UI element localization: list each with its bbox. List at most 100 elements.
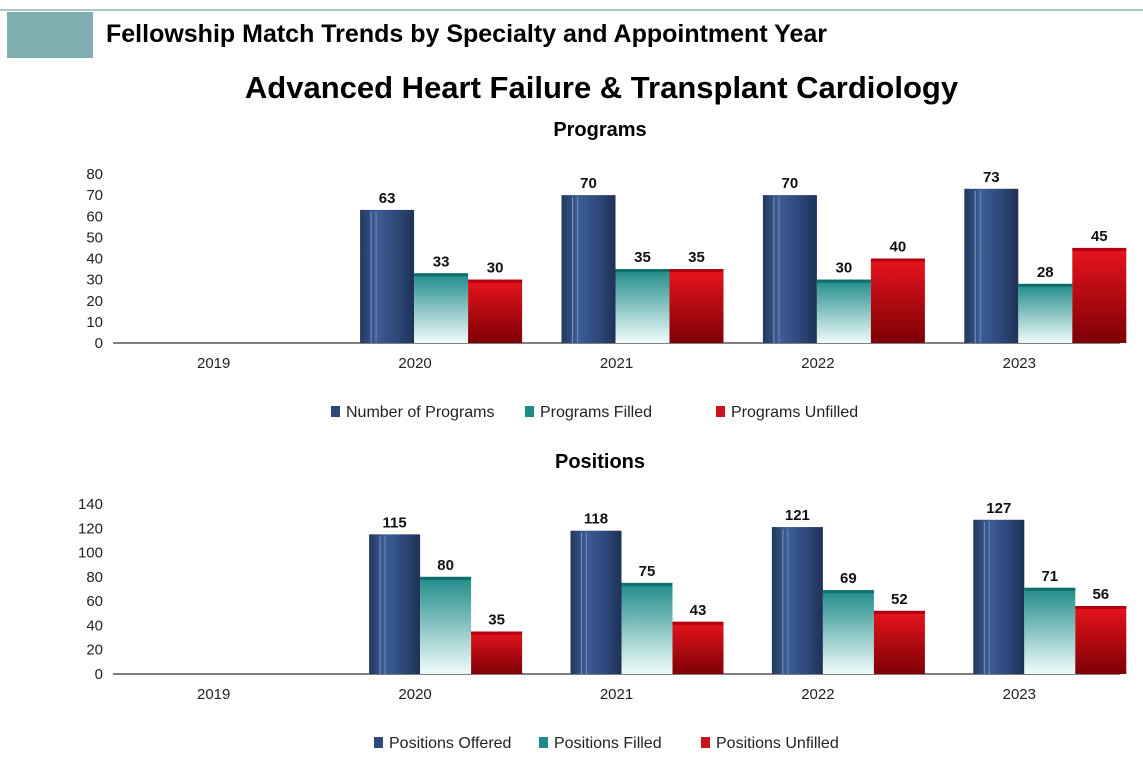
bar-top-edge: [1075, 606, 1127, 609]
bar-positions-unfilled: [873, 610, 925, 674]
bar-top-edge: [414, 273, 469, 277]
bar-top-edge: [870, 258, 925, 262]
data-label: 28: [1037, 264, 1054, 281]
legend-swatch-programs-filled: [525, 406, 534, 417]
bar-programs-unfilled: [870, 258, 925, 343]
programs-chart: Programs 0 10 20 30 40 50 60 70 80 2019 2020 63 33 30 2…: [86, 119, 1127, 421]
data-label: 35: [634, 249, 651, 266]
y-tick-label: 10: [86, 314, 103, 331]
y-tick-label: 60: [86, 208, 103, 225]
bar-top-edge: [669, 269, 724, 273]
y-tick-label: 70: [86, 187, 103, 204]
bar-top-edge: [816, 279, 871, 283]
data-label: 80: [437, 557, 454, 574]
data-label: 118: [584, 511, 608, 528]
bar-top-edge: [1024, 587, 1076, 591]
bar-top-edge: [672, 621, 724, 625]
positions-chart: Positions 0 20 40 60 80 100 120 140 2019 2020 115 80…: [78, 451, 1127, 752]
legend-label-programs-unfilled: Programs Unfilled: [731, 404, 858, 421]
data-label: 35: [488, 612, 505, 629]
legend-swatch-programs-unfilled: [716, 406, 725, 417]
bar-top-edge: [621, 582, 673, 586]
bar-positions-unfilled: [672, 621, 724, 674]
x-category-label: 2021: [600, 686, 633, 703]
bar-programs-unfilled: [1072, 247, 1127, 343]
data-label: 121: [785, 507, 810, 524]
bar-positions-filled: [420, 576, 472, 674]
bar-positions-offered: [973, 519, 1025, 674]
data-label: 35: [688, 249, 705, 266]
legend-label-positions-offered: Positions Offered: [389, 735, 511, 752]
data-label: 63: [379, 190, 396, 207]
bar-positions-unfilled: [1075, 606, 1127, 674]
y-tick-label: 80: [86, 569, 103, 586]
data-label: 71: [1041, 568, 1058, 585]
page-header-title: Fellowship Match Trends by Specialty and…: [106, 20, 827, 48]
x-category-label: 2022: [801, 686, 834, 703]
data-label: 70: [580, 175, 597, 192]
main-chart-title: Advanced Heart Failure & Transplant Card…: [244, 70, 959, 105]
bar-top-edge: [615, 269, 670, 273]
y-tick-label: 30: [86, 272, 103, 289]
x-category-label: 2023: [1003, 686, 1036, 703]
legend-label-number-of-programs: Number of Programs: [346, 404, 495, 421]
header-accent-block: [7, 12, 93, 58]
x-category-label: 2019: [197, 686, 230, 703]
data-label: 40: [890, 239, 907, 256]
data-label: 30: [836, 260, 853, 277]
x-category-label: 2023: [1003, 355, 1036, 372]
bar-top-edge: [468, 279, 523, 283]
data-label: 115: [382, 514, 406, 531]
y-tick-label: 100: [78, 545, 103, 562]
data-label: 33: [433, 253, 450, 270]
y-tick-label: 20: [86, 293, 103, 310]
bar-positions-filled: [822, 590, 874, 674]
legend-swatch-positions-unfilled: [701, 737, 710, 748]
y-tick-label: 0: [95, 666, 103, 683]
y-tick-label: 0: [95, 335, 103, 352]
data-label: 52: [891, 591, 908, 608]
bar-programs-filled: [816, 279, 871, 343]
bar-number-of-programs: [360, 209, 415, 343]
data-label: 75: [639, 563, 656, 580]
bar-positions-unfilled: [471, 631, 523, 674]
bar-positions-offered: [771, 527, 823, 674]
legend-swatch-number-of-programs: [331, 406, 340, 417]
y-tick-label: 80: [86, 166, 103, 183]
bar-number-of-programs: [561, 195, 616, 343]
x-category-label: 2021: [600, 355, 633, 372]
bar-programs-filled: [615, 269, 670, 343]
bar-top-edge: [471, 631, 523, 635]
legend-swatch-positions-filled: [539, 737, 548, 748]
bar-programs-unfilled: [468, 279, 523, 343]
bar-top-edge: [873, 610, 925, 614]
y-tick-label: 40: [86, 251, 103, 268]
y-tick-label: 140: [78, 496, 103, 513]
data-label: 127: [986, 500, 1011, 517]
y-tick-label: 20: [86, 642, 103, 659]
data-label: 56: [1092, 586, 1109, 603]
bar-top-edge: [1018, 283, 1073, 287]
y-tick-label: 50: [86, 229, 103, 246]
bar-programs-unfilled: [669, 269, 724, 343]
bar-programs-filled: [414, 273, 469, 343]
bar-top-edge: [1072, 247, 1127, 251]
bar-programs-filled: [1018, 283, 1073, 343]
chart-title: Positions: [555, 451, 645, 473]
x-category-label: 2019: [197, 355, 230, 372]
data-label: 70: [782, 175, 799, 192]
legend-label-programs-filled: Programs Filled: [540, 404, 652, 421]
y-tick-label: 60: [86, 593, 103, 610]
data-label: 45: [1091, 228, 1108, 245]
legend-swatch-positions-offered: [374, 737, 383, 748]
data-label: 30: [487, 260, 504, 277]
x-category-label: 2022: [801, 355, 834, 372]
bar-number-of-programs: [964, 188, 1019, 343]
bar-number-of-programs: [762, 195, 817, 343]
bar-positions-offered: [570, 530, 622, 674]
bar-positions-filled: [621, 582, 673, 674]
y-tick-label: 120: [78, 520, 103, 537]
data-label: 69: [840, 570, 857, 587]
x-category-label: 2020: [398, 686, 431, 703]
data-label: 73: [983, 169, 1000, 186]
